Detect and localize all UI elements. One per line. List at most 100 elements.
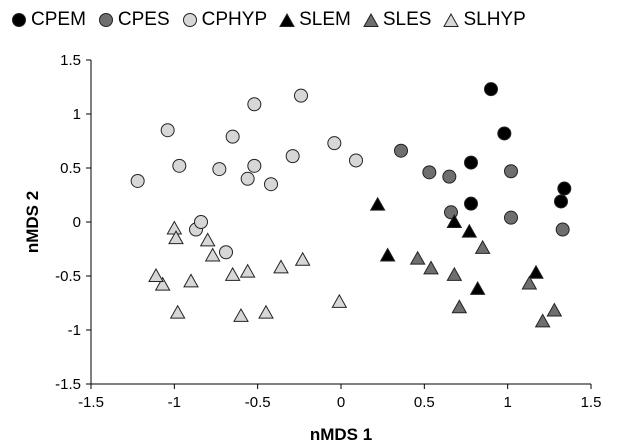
data-point-cphyp bbox=[160, 123, 175, 138]
y-tick-label: -0.5 bbox=[55, 268, 81, 285]
y-tick-label: 0.5 bbox=[60, 160, 81, 177]
data-point-cphyp bbox=[247, 97, 262, 112]
data-point-slhyp bbox=[166, 220, 183, 235]
data-point-sles bbox=[521, 275, 538, 290]
data-point-cpem bbox=[554, 194, 568, 209]
data-point-cpes bbox=[504, 164, 518, 179]
data-point-slem bbox=[369, 196, 386, 211]
data-point-slhyp bbox=[239, 263, 256, 278]
data-point-cphyp bbox=[264, 177, 278, 192]
data-point-cphyp bbox=[219, 245, 233, 260]
circle-marker-icon bbox=[182, 13, 197, 27]
series-cphyp bbox=[130, 88, 363, 260]
series-cpem bbox=[464, 82, 572, 211]
data-point-slhyp bbox=[148, 267, 164, 282]
data-point-cphyp bbox=[130, 173, 145, 188]
data-point-cpes bbox=[442, 169, 457, 184]
data-point-cphyp bbox=[247, 158, 262, 173]
data-point-sles bbox=[546, 302, 563, 317]
legend-label: CPES bbox=[117, 9, 170, 30]
series-slem bbox=[369, 196, 544, 295]
triangle-marker-icon bbox=[443, 12, 460, 27]
data-point-slhyp bbox=[199, 232, 216, 247]
legend-item-slhyp: SLHYP bbox=[442, 9, 526, 31]
data-point-cphyp bbox=[349, 153, 363, 168]
data-point-sles bbox=[409, 250, 426, 265]
legend-label: CPHYP bbox=[201, 9, 268, 30]
series-cpes bbox=[394, 143, 570, 237]
data-point-cpes bbox=[504, 210, 518, 225]
data-point-cpes bbox=[422, 165, 437, 180]
triangle-marker-icon bbox=[279, 12, 295, 27]
data-point-slhyp bbox=[154, 276, 171, 291]
data-point-cpes bbox=[555, 222, 570, 237]
legend-marker bbox=[98, 13, 113, 27]
data-point-cphyp bbox=[225, 129, 240, 144]
data-point-cpem bbox=[464, 155, 478, 170]
data-point-cphyp bbox=[327, 136, 342, 151]
series-slhyp bbox=[148, 220, 348, 322]
legend-marker bbox=[363, 12, 379, 27]
data-point-cphyp bbox=[240, 171, 255, 186]
data-point-slhyp bbox=[183, 273, 199, 288]
legend-item-cphyp: CPHYP bbox=[181, 9, 267, 31]
data-point-cphyp bbox=[194, 215, 208, 229]
x-tick-label: -1 bbox=[168, 394, 181, 411]
data-point-sles bbox=[534, 313, 551, 328]
data-point-slhyp bbox=[233, 307, 249, 322]
legend-label: SLES bbox=[382, 9, 432, 30]
data-point-slhyp bbox=[294, 251, 311, 266]
legend-marker bbox=[279, 12, 295, 27]
data-point-cpem bbox=[557, 181, 572, 196]
legend-label: SLEM bbox=[299, 9, 351, 30]
data-point-slhyp bbox=[273, 259, 289, 274]
data-point-slem bbox=[379, 247, 396, 262]
legend-label: SLHYP bbox=[463, 9, 526, 30]
legend-marker bbox=[182, 13, 197, 27]
x-tick-label: 0.5 bbox=[414, 394, 435, 411]
series-sles bbox=[409, 239, 563, 328]
data-point-slhyp bbox=[331, 293, 348, 308]
x-tick-label: 1 bbox=[503, 394, 511, 411]
circle-marker-icon bbox=[98, 13, 113, 27]
data-points bbox=[130, 82, 572, 328]
legend-item-cpem: CPEM bbox=[10, 9, 86, 31]
y-tick-label: 1 bbox=[73, 106, 81, 123]
data-point-cpem bbox=[484, 82, 498, 97]
data-point-sles bbox=[474, 239, 491, 254]
y-tick-label: -1 bbox=[68, 322, 81, 339]
data-point-cphyp bbox=[172, 158, 187, 173]
data-point-cphyp bbox=[212, 162, 227, 177]
data-point-cpem bbox=[464, 196, 478, 211]
x-tick-label: -0.5 bbox=[245, 394, 271, 411]
y-axis-title: nMDS 2 bbox=[23, 191, 42, 253]
x-axis-title: nMDS 1 bbox=[310, 425, 372, 444]
data-point-slhyp bbox=[169, 304, 186, 319]
data-point-sles bbox=[446, 266, 463, 281]
circle-marker-icon bbox=[12, 13, 26, 27]
data-point-cphyp bbox=[285, 149, 300, 164]
data-point-slem bbox=[461, 223, 478, 238]
data-point-slem bbox=[446, 213, 463, 228]
legend-item-slem: SLEM bbox=[278, 9, 351, 31]
data-point-slhyp bbox=[224, 266, 241, 281]
legend-label: CPEM bbox=[31, 9, 86, 30]
triangle-marker-icon bbox=[363, 12, 379, 27]
data-point-cpem bbox=[497, 126, 512, 141]
data-point-sles bbox=[423, 260, 439, 275]
legend-item-sles: SLES bbox=[362, 9, 432, 31]
y-tick-label: 1.5 bbox=[60, 52, 81, 69]
data-point-cpes bbox=[394, 143, 408, 158]
x-tick-label: -1.5 bbox=[78, 394, 104, 411]
data-point-slhyp bbox=[168, 230, 184, 245]
tick-group: -1.5 -1 -0.5 0 0.5 1 1.5 -1.5 -1 -0.5 0 0.5 1 1.5 bbox=[55, 52, 601, 411]
data-point-slhyp bbox=[258, 304, 274, 319]
chart-legend: CPEM CPES CPHYP SLEM SLES SLHYP bbox=[10, 6, 620, 34]
legend-item-cpes: CPES bbox=[97, 9, 170, 31]
data-point-slem bbox=[528, 264, 544, 279]
x-tick-label: 0 bbox=[337, 394, 345, 411]
legend-marker bbox=[12, 13, 26, 27]
x-tick-label: 1.5 bbox=[581, 394, 602, 411]
y-tick-label: 0 bbox=[73, 214, 81, 231]
